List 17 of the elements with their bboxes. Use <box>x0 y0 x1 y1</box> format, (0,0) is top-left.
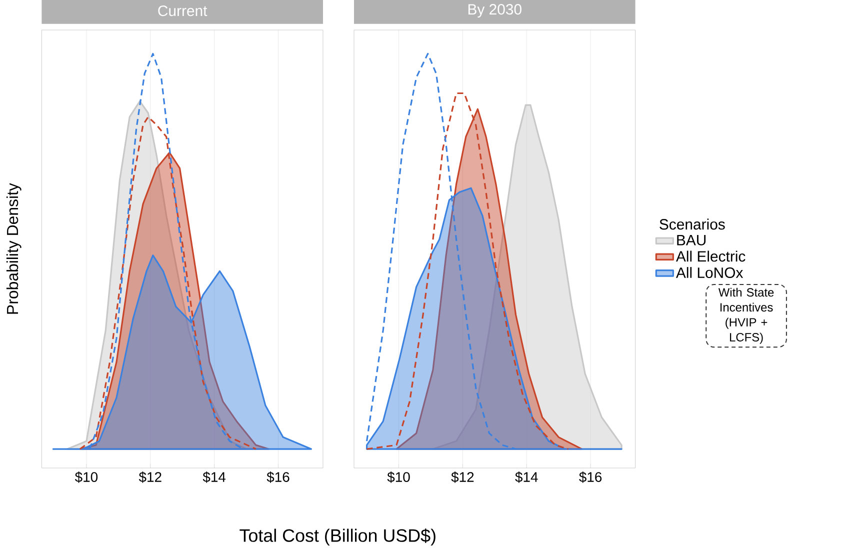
text: With State Incentives (HVIP + LCFS) <box>718 288 774 344</box>
y-axis-title: Probability Density <box>6 183 22 314</box>
x-tick-label: $16 <box>266 472 290 483</box>
chart-title: By 2030 <box>468 4 522 18</box>
legend-label: All LoNOx <box>676 267 744 278</box>
legend-label: All Electric <box>676 250 746 262</box>
x-tick-label: $14 <box>202 472 226 483</box>
chart-title: Current <box>158 6 208 16</box>
x-tick-label: $14 <box>515 472 538 483</box>
x-tick-label: $10 <box>74 472 98 483</box>
x-axis-title: Total Cost (Billion USD$) <box>240 528 436 546</box>
x-tick-label: $16 <box>579 472 602 483</box>
x-tick-label: $12 <box>138 472 162 483</box>
x-tick-label: $12 <box>451 472 474 483</box>
legend-title: Scenarios <box>660 218 725 230</box>
x-tick-label: $10 <box>387 472 410 483</box>
legend-label: BAU <box>677 234 706 246</box>
